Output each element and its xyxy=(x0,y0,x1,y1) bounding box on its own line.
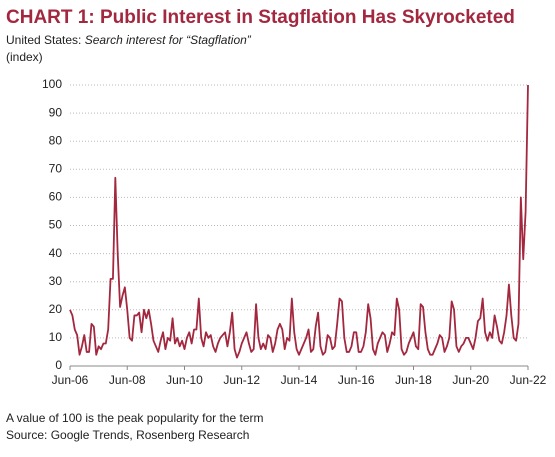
x-tick-label: Jun-08 xyxy=(109,373,146,387)
y-tick-label: 100 xyxy=(42,77,62,91)
y-tick-label: 0 xyxy=(55,358,62,372)
x-tick-label: Jun-12 xyxy=(223,373,260,387)
x-tick-label: Jun-14 xyxy=(281,373,318,387)
x-tick-label: Jun-22 xyxy=(510,373,547,387)
y-tick-label: 20 xyxy=(49,302,63,316)
x-tick-label: Jun-16 xyxy=(338,373,375,387)
chart-subtitle: United States: Search interest for “Stag… xyxy=(6,33,252,47)
note: A value of 100 is the peak popularity fo… xyxy=(6,411,263,425)
x-tick-label: Jun-20 xyxy=(452,373,489,387)
subtitle-part: United States: xyxy=(6,33,81,47)
x-tick-label: Jun-10 xyxy=(166,373,203,387)
y-tick-label: 30 xyxy=(49,274,63,288)
subtitle-part: Search interest for “Stagflation” xyxy=(85,33,252,47)
y-axis-label: (index) xyxy=(6,50,43,64)
data-line xyxy=(69,84,529,359)
y-tick-label: 70 xyxy=(49,161,63,175)
x-tick-label: Jun-06 xyxy=(52,373,89,387)
y-tick-label: 90 xyxy=(49,105,63,119)
chart-title: CHART 1: Public Interest in Stagflation … xyxy=(6,7,515,28)
y-tick-label: 60 xyxy=(49,190,63,204)
y-tick-label: 80 xyxy=(49,133,63,147)
y-tick-label: 40 xyxy=(49,246,63,260)
y-tick-label: 50 xyxy=(49,218,63,232)
source: Source: Google Trends, Rosenberg Researc… xyxy=(6,428,249,442)
y-tick-label: 10 xyxy=(49,330,63,344)
x-tick-label: Jun-18 xyxy=(395,373,432,387)
